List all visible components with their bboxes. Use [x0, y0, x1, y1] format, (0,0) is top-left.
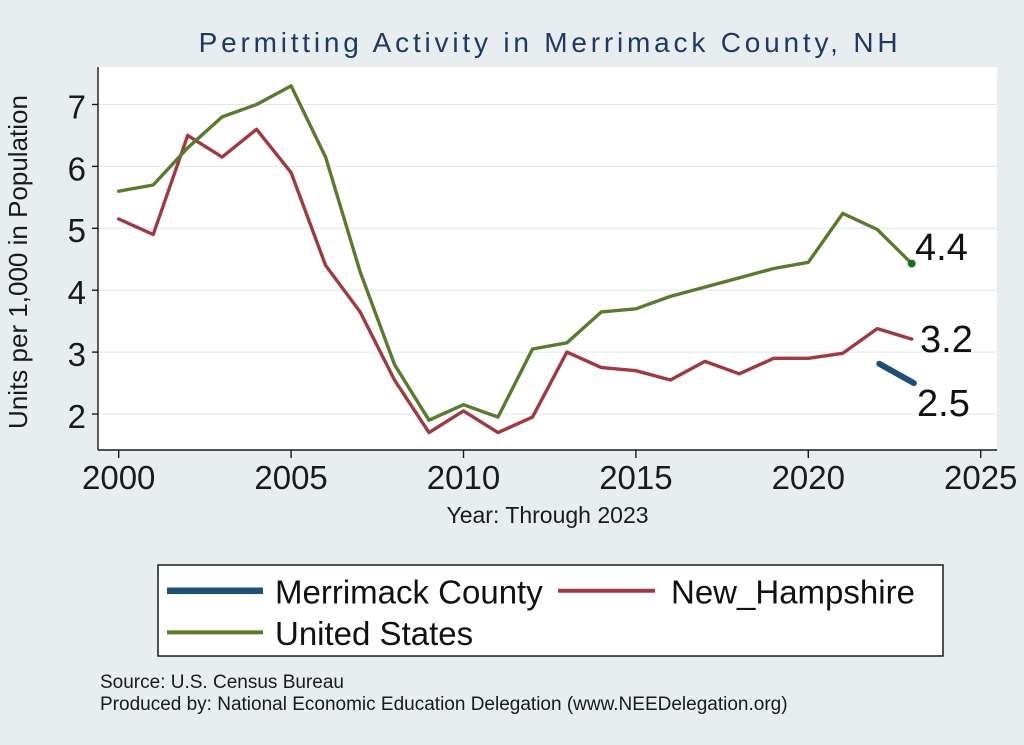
svg-text:4: 4 — [68, 274, 86, 311]
svg-text:Units per 1,000 in Population: Units per 1,000 in Population — [3, 95, 33, 429]
svg-text:2015: 2015 — [599, 459, 672, 496]
svg-text:United States: United States — [275, 615, 473, 652]
svg-text:2: 2 — [68, 398, 86, 435]
svg-text:Produced by: National Economic: Produced by: National Economic Education… — [100, 694, 788, 715]
svg-text:2010: 2010 — [427, 459, 500, 496]
svg-text:Source: U.S. Census Bureau: Source: U.S. Census Bureau — [100, 672, 344, 693]
svg-text:2005: 2005 — [254, 459, 327, 496]
svg-text:Merrimack County: Merrimack County — [275, 574, 543, 611]
svg-text:7: 7 — [68, 88, 86, 125]
svg-text:3: 3 — [68, 336, 86, 373]
svg-text:2.5: 2.5 — [917, 383, 970, 425]
svg-text:2000: 2000 — [82, 459, 155, 496]
svg-text:6: 6 — [68, 150, 86, 187]
svg-text:5: 5 — [68, 212, 86, 249]
svg-text:2020: 2020 — [772, 459, 845, 496]
svg-text:4.4: 4.4 — [915, 227, 968, 269]
svg-text:Year: Through 2023: Year: Through 2023 — [446, 502, 648, 528]
svg-text:3.2: 3.2 — [920, 319, 973, 361]
svg-text:New_Hampshire: New_Hampshire — [671, 574, 915, 611]
svg-text:2025: 2025 — [944, 459, 1017, 496]
